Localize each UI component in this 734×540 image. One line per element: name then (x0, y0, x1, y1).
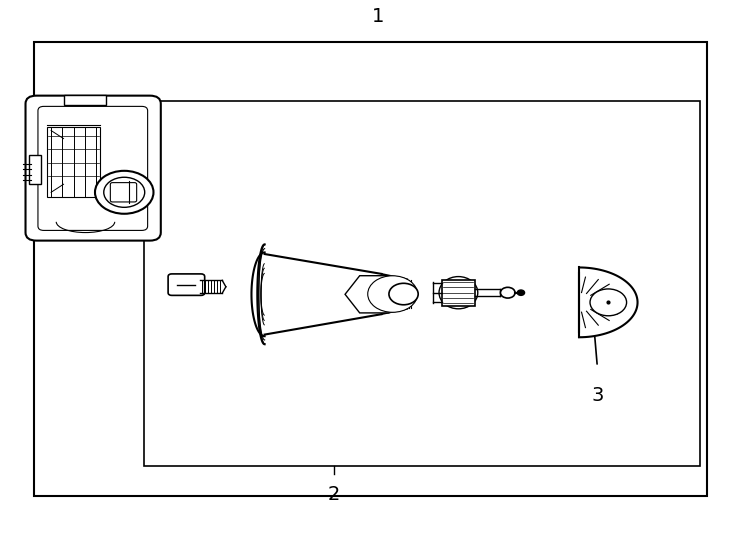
Circle shape (590, 289, 627, 316)
Ellipse shape (439, 276, 478, 309)
Bar (144, 101, 700, 466)
Polygon shape (382, 274, 407, 314)
Circle shape (501, 287, 515, 298)
Bar (34, 42, 707, 496)
FancyBboxPatch shape (38, 106, 148, 231)
Polygon shape (265, 254, 382, 335)
Text: 1: 1 (372, 7, 384, 26)
Bar (442, 280, 475, 306)
FancyBboxPatch shape (110, 183, 137, 202)
Text: 2: 2 (328, 485, 341, 504)
Polygon shape (252, 252, 265, 336)
Bar (64, 95, 106, 105)
Bar (48, 127, 100, 197)
Circle shape (385, 289, 400, 299)
Bar (29, 154, 41, 184)
Circle shape (103, 177, 145, 207)
Circle shape (378, 284, 407, 305)
Circle shape (517, 290, 525, 295)
FancyBboxPatch shape (26, 96, 161, 241)
Polygon shape (579, 267, 638, 338)
Text: 3: 3 (591, 386, 603, 404)
Circle shape (95, 171, 153, 214)
Polygon shape (258, 245, 265, 344)
Circle shape (389, 284, 418, 305)
FancyBboxPatch shape (168, 274, 205, 295)
Circle shape (368, 276, 418, 312)
Circle shape (372, 279, 413, 309)
